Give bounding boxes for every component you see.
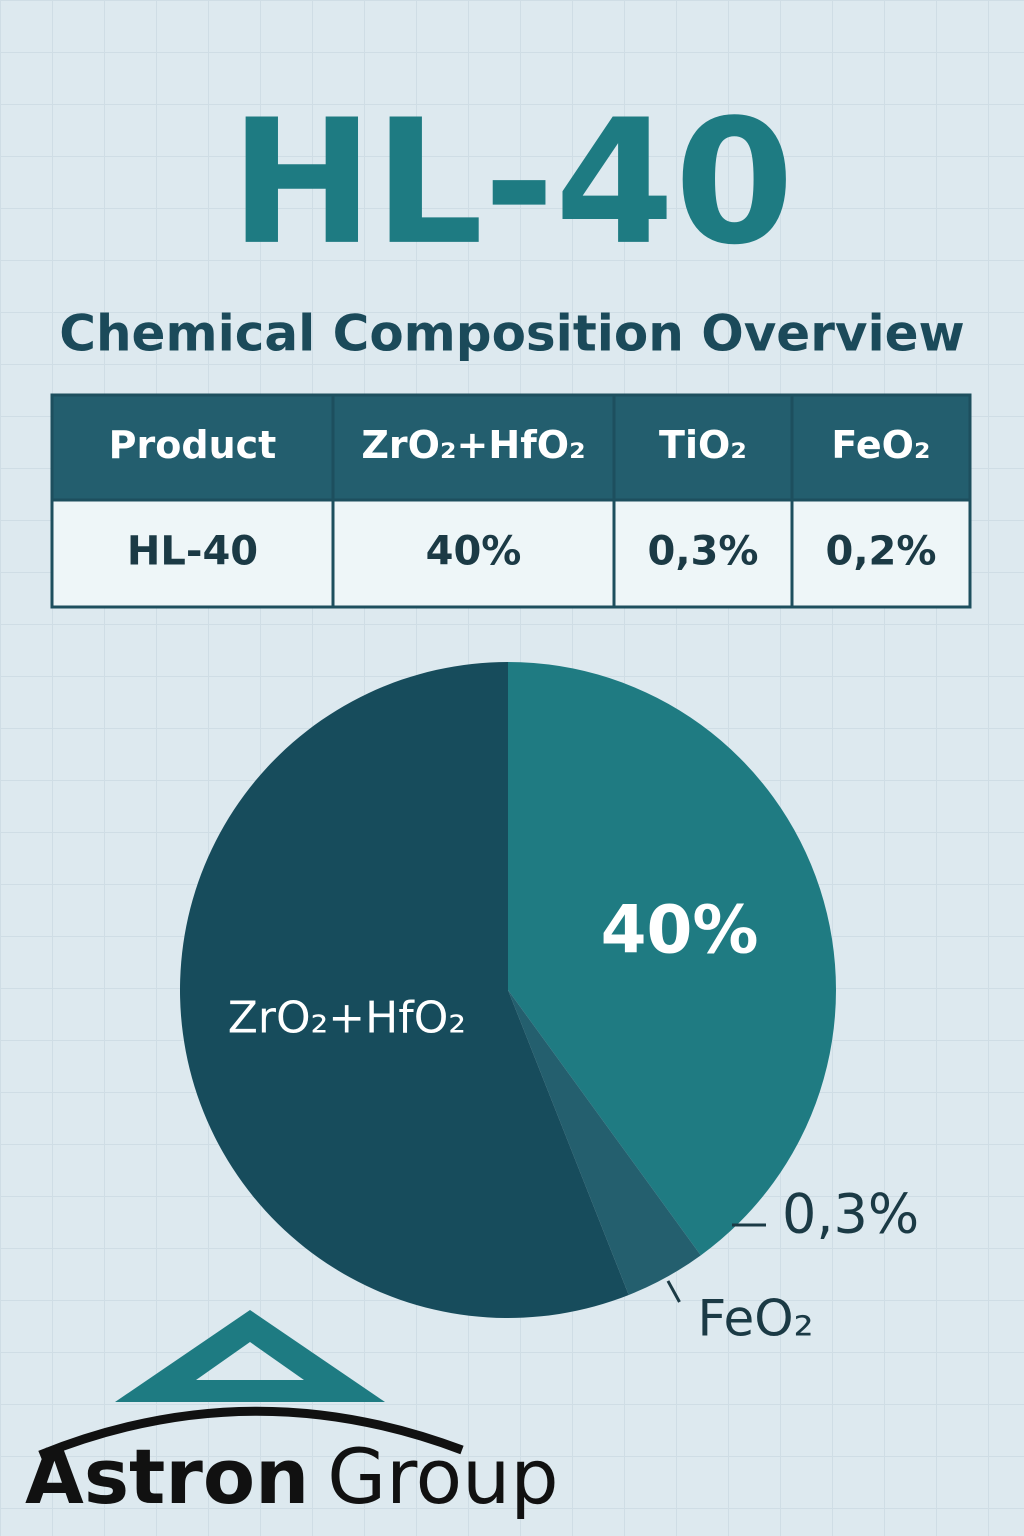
table-cell	[331, 393, 616, 502]
logo: Astron Group	[25, 1310, 559, 1521]
table-cell	[612, 498, 794, 609]
table-cell	[50, 498, 335, 609]
logo-arc	[38, 1406, 464, 1460]
table-cell	[50, 393, 335, 502]
value-label: 40%	[601, 891, 759, 968]
table-text: TiO₂	[659, 423, 747, 467]
table-text: Product	[109, 423, 277, 467]
title: HL-40	[230, 82, 794, 283]
table-text: 0,3%	[648, 529, 759, 575]
table: Product ZrO₂+HfO₂ TiO₂ FeO₂ HL-40 40% 0,3% 0,2%	[50, 393, 972, 609]
table-text: 0,2%	[826, 529, 937, 575]
subtitle: Chemical Composition Overview	[59, 305, 964, 363]
logo-text: Astron Group	[25, 1432, 559, 1521]
logo-roof	[115, 1310, 385, 1402]
table-cell	[790, 393, 972, 502]
pie-slice	[508, 662, 836, 1256]
slice-label: ZrO₂+HfO₂	[228, 993, 466, 1044]
pie-slice	[508, 990, 701, 1295]
pie-slice	[180, 662, 629, 1318]
table-text: ZrO₂+HfO₂	[361, 423, 585, 467]
table-text: 40%	[426, 529, 522, 575]
annotation: 0,3%	[782, 1183, 919, 1246]
logo-word: Astron	[25, 1432, 309, 1521]
slice-label: FeO₂	[698, 1289, 814, 1347]
table-cell	[790, 498, 972, 609]
logo-word: Group	[327, 1432, 558, 1521]
table-text: FeO₂	[831, 423, 930, 467]
table-text: HL-40	[127, 529, 258, 575]
pie-chart: 40% FeO₂ ZrO₂+HfO₂	[180, 662, 836, 1347]
table-cell	[331, 498, 616, 609]
leader-line	[666, 1280, 681, 1303]
